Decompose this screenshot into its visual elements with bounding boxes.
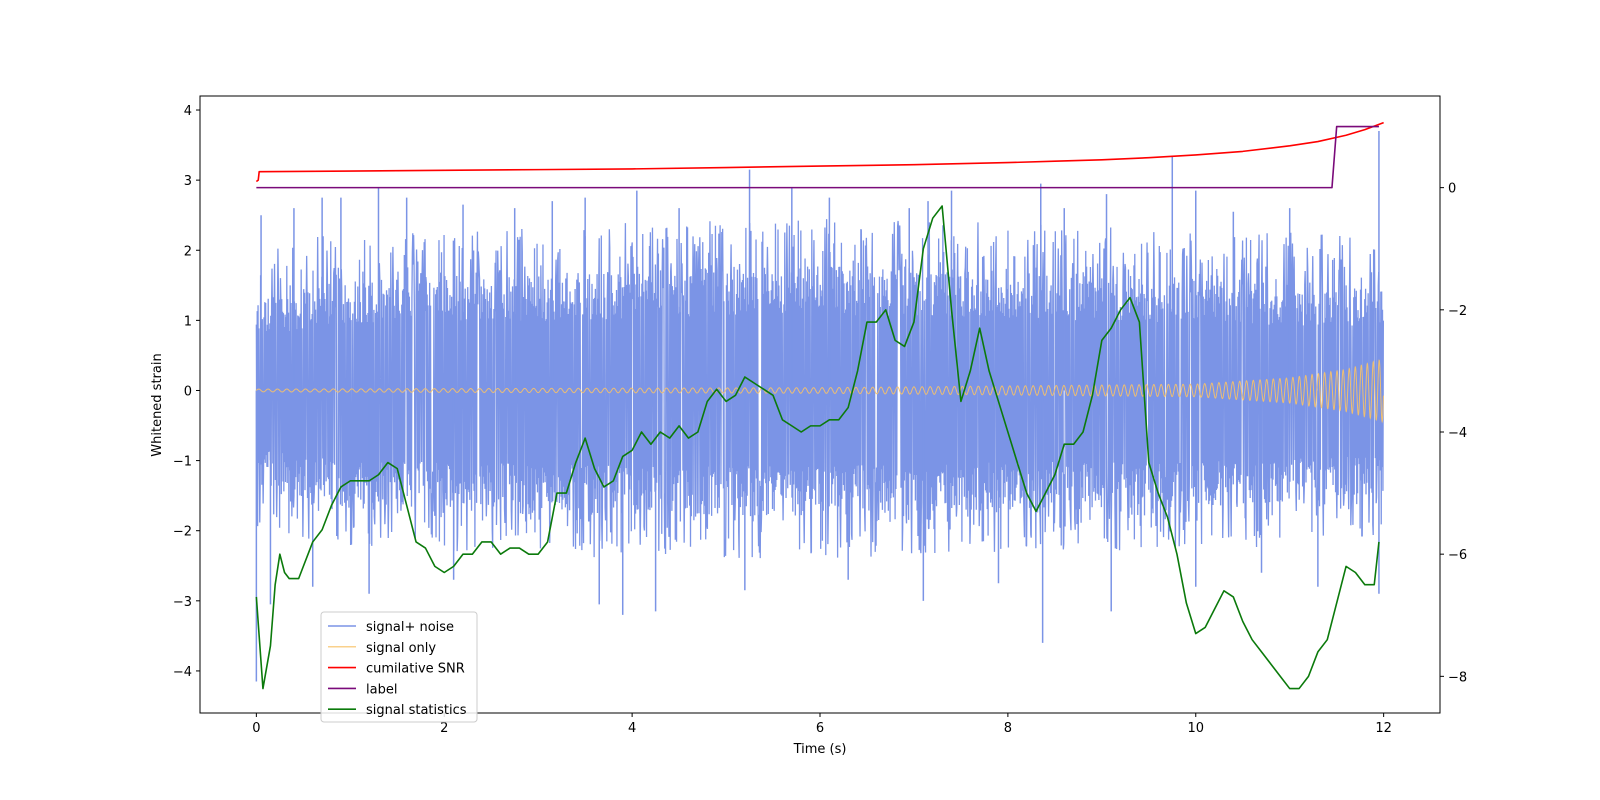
signal-only-trace bbox=[256, 359, 1384, 424]
y-right-tick-label: −4 bbox=[1448, 426, 1467, 441]
x-tick-label: 6 bbox=[816, 721, 824, 736]
series-signal-statistics bbox=[255, 205, 1380, 690]
legend-label: signal+ noise bbox=[366, 620, 454, 635]
y-right-tick-label: −2 bbox=[1448, 304, 1467, 319]
x-axis-title: Time (s) bbox=[793, 742, 847, 757]
legend-label: label bbox=[366, 682, 397, 697]
y-right-tick-label: −8 bbox=[1448, 670, 1467, 685]
x-tick-label: 2 bbox=[440, 721, 448, 736]
y-tick-label: 4 bbox=[184, 104, 192, 119]
y-axis-title: Whitened strain bbox=[150, 353, 165, 456]
y-tick-label: −2 bbox=[173, 525, 192, 540]
series-cumulative-snr bbox=[255, 121, 1384, 183]
y-right-tick-label: 0 bbox=[1448, 182, 1456, 197]
y-tick-label: −1 bbox=[173, 455, 192, 470]
series-label bbox=[256, 125, 1379, 189]
plot-area bbox=[255, 121, 1384, 690]
x-tick-label: 12 bbox=[1375, 721, 1392, 736]
y-right-tick-label: −6 bbox=[1448, 548, 1467, 563]
legend-label: signal statistics bbox=[366, 703, 467, 718]
legend-label: signal only bbox=[366, 641, 436, 656]
legend: signal+ noise signal only cumilative SNR la… bbox=[320, 611, 478, 723]
x-tick-label: 8 bbox=[1004, 721, 1012, 736]
series-signal-plus-noise bbox=[255, 131, 1384, 682]
y-axis-right: 0 −2 −4 −6 −8 bbox=[1440, 182, 1467, 685]
y-tick-label: 3 bbox=[184, 174, 192, 189]
legend-label: cumilative SNR bbox=[366, 662, 465, 677]
y-axis-left: 4 3 2 1 0 −1 −2 −3 −4 bbox=[173, 104, 200, 680]
y-tick-label: 2 bbox=[184, 244, 192, 259]
y-tick-label: 0 bbox=[184, 384, 192, 399]
series-signal-only bbox=[256, 359, 1384, 424]
y-tick-label: 1 bbox=[184, 314, 192, 329]
x-tick-label: 4 bbox=[628, 721, 636, 736]
y-tick-label: −3 bbox=[173, 595, 192, 610]
x-tick-label: 10 bbox=[1187, 721, 1204, 736]
y-tick-label: −4 bbox=[173, 665, 192, 680]
x-tick-label: 0 bbox=[252, 721, 260, 736]
label-line bbox=[256, 125, 1379, 189]
x-axis: 0 2 4 6 8 10 12 bbox=[252, 713, 1392, 736]
legend-box bbox=[320, 611, 478, 723]
signal-statistics-line bbox=[255, 205, 1380, 690]
cumulative-snr-line bbox=[255, 121, 1384, 183]
